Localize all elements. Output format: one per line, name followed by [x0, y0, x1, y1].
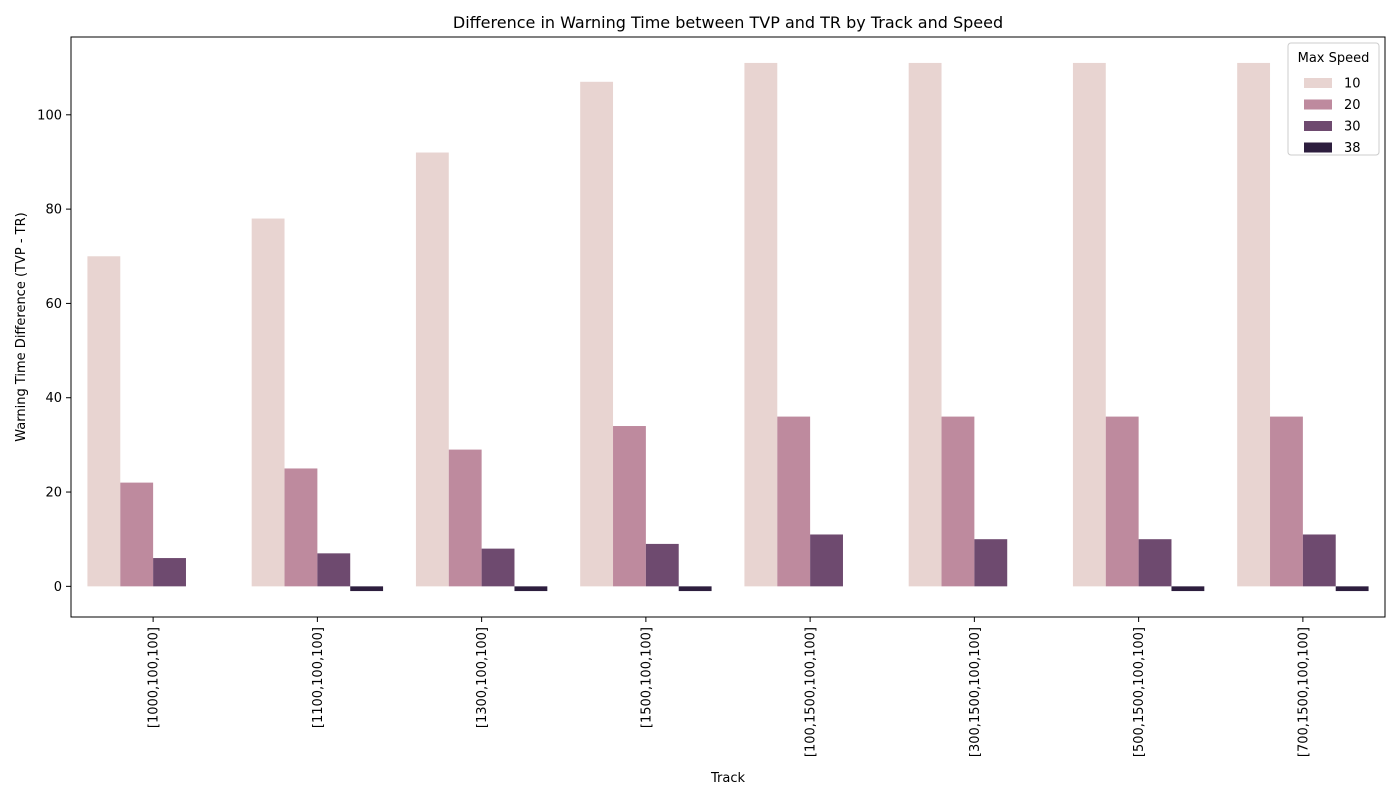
bar-speed-10-3: [415, 152, 449, 587]
legend-label-38: 38: [1344, 141, 1361, 156]
y-tick-label: 20: [45, 486, 62, 501]
legend-swatch-10: [1304, 78, 1332, 88]
bar-speed-20-8: [1270, 416, 1303, 587]
y-tick-label: 60: [45, 297, 62, 312]
legend-label-10: 10: [1344, 77, 1361, 92]
bar-speed-20-7: [1105, 416, 1139, 587]
legend-title: Max Speed: [1298, 51, 1370, 66]
bar-speed-10-1: [87, 256, 121, 587]
plot-frame: [70, 36, 1386, 618]
bars-group: [87, 62, 1369, 592]
bar-speed-10-7: [1072, 62, 1106, 587]
y-tick-label: 80: [45, 203, 62, 218]
x-tick-label: [500,1500,100,100]: [1132, 627, 1147, 757]
bar-speed-30-7: [1138, 539, 1172, 587]
legend-swatch-38: [1304, 142, 1332, 153]
x-tick-label: [1500,100,100]: [639, 627, 654, 728]
bar-speed-20-4: [613, 426, 646, 587]
chart-title: Difference in Warning Time between TVP a…: [453, 13, 1003, 32]
bar-speed-10-4: [580, 81, 614, 587]
y-axis: 0 20 40 60 80 100: [37, 108, 71, 595]
y-axis-label: Warning Time Difference (TVP - TR): [14, 212, 29, 441]
bar-speed-30-1: [153, 558, 186, 587]
legend-swatch-30: [1304, 121, 1332, 131]
legend-swatch-20: [1304, 99, 1332, 110]
x-tick-label: [1300,100,100]: [475, 627, 490, 728]
x-tick-label: [1000,100,100]: [147, 627, 162, 728]
bar-speed-20-6: [941, 416, 975, 587]
bar-speed-20-2: [284, 468, 318, 587]
bar-speed-10-2: [251, 218, 285, 587]
legend-label-30: 30: [1344, 120, 1361, 135]
bar-speed-30-2: [317, 553, 351, 587]
bar-speed-20-1: [120, 482, 154, 587]
x-tick-label: [700,1500,100,100]: [1296, 627, 1311, 757]
bar-speed-38-4: [678, 586, 712, 592]
bar-speed-10-8: [1237, 62, 1271, 587]
x-axis-label: Track: [710, 771, 745, 786]
y-tick-label: 100: [37, 108, 62, 123]
x-axis: [1000,100,100] [1100,100,100] [1300,100,10…: [147, 617, 1311, 757]
legend-label-20: 20: [1344, 98, 1361, 113]
bar-speed-30-4: [645, 543, 679, 587]
bar-speed-20-5: [777, 416, 811, 587]
bar-speed-30-6: [974, 539, 1008, 587]
bar-speed-38-3: [514, 586, 548, 592]
bar-speed-38-7: [1171, 586, 1205, 592]
bar-speed-38-2: [350, 586, 384, 592]
legend: Max Speed 10 20 30 38: [1287, 42, 1380, 156]
y-tick-label: 0: [54, 580, 62, 595]
bar-speed-30-5: [810, 534, 843, 587]
bar-speed-20-3: [448, 449, 482, 587]
bar-speed-38-8: [1335, 586, 1369, 592]
bar-speed-30-3: [481, 548, 515, 587]
x-tick-label: [300,1500,100,100]: [968, 627, 983, 757]
bar-speed-10-6: [908, 62, 942, 587]
x-tick-label: [1100,100,100]: [311, 627, 326, 728]
bar-speed-10-5: [744, 62, 778, 587]
y-tick-label: 40: [45, 391, 62, 406]
bar-speed-30-8: [1302, 534, 1336, 587]
x-tick-label: [100,1500,100,100]: [804, 627, 819, 757]
